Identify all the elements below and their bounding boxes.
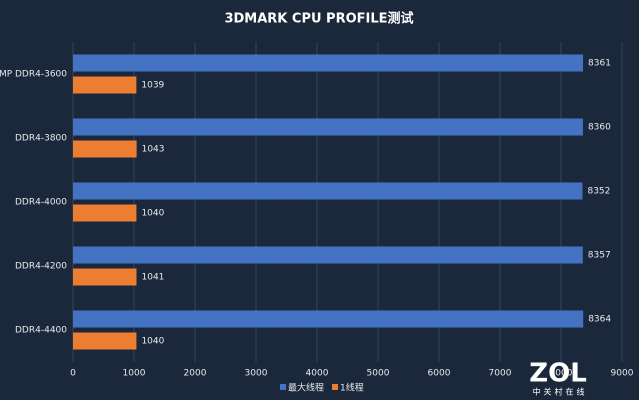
- value-label: 8361: [588, 59, 611, 69]
- legend-swatch: [280, 384, 286, 390]
- x-tick-label: 4000: [306, 369, 329, 379]
- legend-label: 1线程: [340, 382, 364, 394]
- legend-label: 最大线程: [288, 382, 324, 394]
- x-tick-label: 2000: [184, 369, 207, 379]
- chart-title: 3DMARK CPU PROFILE测试: [224, 11, 413, 27]
- bar: [73, 118, 583, 136]
- x-tick-label: 1000: [123, 369, 146, 379]
- x-tick-label: 5000: [367, 369, 390, 379]
- y-tick-label: DDR4-3800: [15, 134, 67, 144]
- y-tick-label: DDR4-4400: [15, 326, 67, 336]
- bar: [73, 332, 137, 350]
- watermark-logo: ZOL: [529, 359, 587, 389]
- y-tick-label: DDR4-4200: [15, 262, 67, 272]
- value-label: 1041: [142, 273, 165, 283]
- bar: [73, 268, 137, 286]
- value-label: 8357: [588, 251, 611, 261]
- value-label: 1040: [141, 337, 164, 347]
- value-label: 8352: [587, 187, 610, 197]
- x-tick-label: 3000: [245, 369, 268, 379]
- watermark-text: 中关村在线: [533, 387, 588, 397]
- bar: [73, 54, 584, 72]
- bar: [73, 246, 583, 264]
- bar: [73, 140, 137, 158]
- value-label: 1043: [142, 145, 165, 155]
- y-tick-label: DDR4-4000: [15, 198, 67, 208]
- bar: [73, 204, 137, 222]
- y-tick-label: XMP DDR4-3600: [0, 70, 67, 80]
- bar: [73, 182, 583, 200]
- bar: [73, 310, 584, 328]
- value-label: 8360: [588, 123, 611, 133]
- legend-swatch: [332, 384, 339, 390]
- x-tick-label: 8000: [550, 369, 573, 379]
- x-tick-label: 6000: [428, 369, 451, 379]
- bar: [73, 76, 137, 94]
- value-label: 8364: [588, 315, 611, 325]
- x-tick-label: 7000: [489, 369, 512, 379]
- value-label: 1040: [141, 209, 164, 219]
- value-label: 1039: [141, 81, 164, 91]
- x-tick-label: 0: [70, 369, 76, 379]
- x-tick-label: 9000: [611, 369, 634, 379]
